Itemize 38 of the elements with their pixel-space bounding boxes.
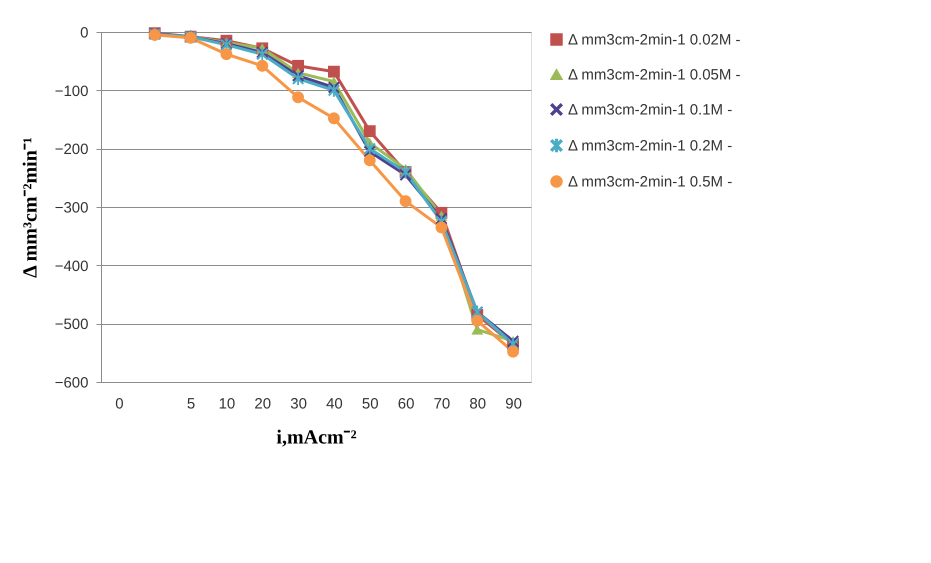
point bbox=[328, 112, 340, 124]
y-tick-label: −100 bbox=[54, 82, 88, 100]
point bbox=[364, 154, 376, 166]
y-tick-label: −200 bbox=[54, 141, 88, 158]
x-tick-label: 50 bbox=[362, 396, 379, 412]
legend-label: Δ mm3cm-2min-1 0.5M - bbox=[568, 174, 732, 190]
x-tick-label: 90 bbox=[505, 396, 522, 412]
y-tick-label: 0 bbox=[80, 24, 88, 42]
y-tick-label: −400 bbox=[54, 258, 88, 275]
x-tick-label: 30 bbox=[290, 396, 307, 412]
x-tick-label: 5 bbox=[186, 396, 196, 412]
point bbox=[364, 125, 376, 138]
point bbox=[328, 84, 340, 97]
point bbox=[256, 60, 268, 72]
x-tick-label: 0 bbox=[115, 396, 124, 412]
point bbox=[328, 66, 340, 78]
point bbox=[292, 91, 304, 104]
point bbox=[507, 346, 519, 358]
y-tick-label: −300 bbox=[54, 200, 88, 216]
x-tick-label: 60 bbox=[398, 396, 414, 412]
y-axis-title: Δ mm³cm⁻²min⁻¹ bbox=[20, 137, 42, 278]
y-tick-label: −600 bbox=[54, 374, 88, 392]
legend-label: Δ mm3cm-2min-1 0.1M - bbox=[568, 102, 732, 118]
point bbox=[436, 222, 448, 234]
x-axis-title: i,mAcm⁻² bbox=[276, 426, 357, 448]
x-tick-label: 40 bbox=[326, 396, 343, 412]
point bbox=[292, 72, 304, 86]
y-tick-label: −500 bbox=[54, 316, 88, 334]
x-tick-label: 80 bbox=[469, 396, 486, 412]
x-tick-label: 70 bbox=[434, 396, 450, 412]
legend-label: Δ mm3cm-2min-1 0.02M - bbox=[568, 32, 741, 48]
legend-label: Δ mm3cm-2min-1 0.2M - bbox=[568, 138, 732, 154]
point bbox=[400, 195, 412, 208]
point bbox=[220, 48, 232, 60]
legend-label: Δ mm3cm-2min-1 0.05M - bbox=[568, 66, 741, 84]
point bbox=[471, 314, 484, 327]
x-tick-label: 10 bbox=[218, 396, 236, 412]
x-tick-label: 20 bbox=[254, 396, 272, 412]
